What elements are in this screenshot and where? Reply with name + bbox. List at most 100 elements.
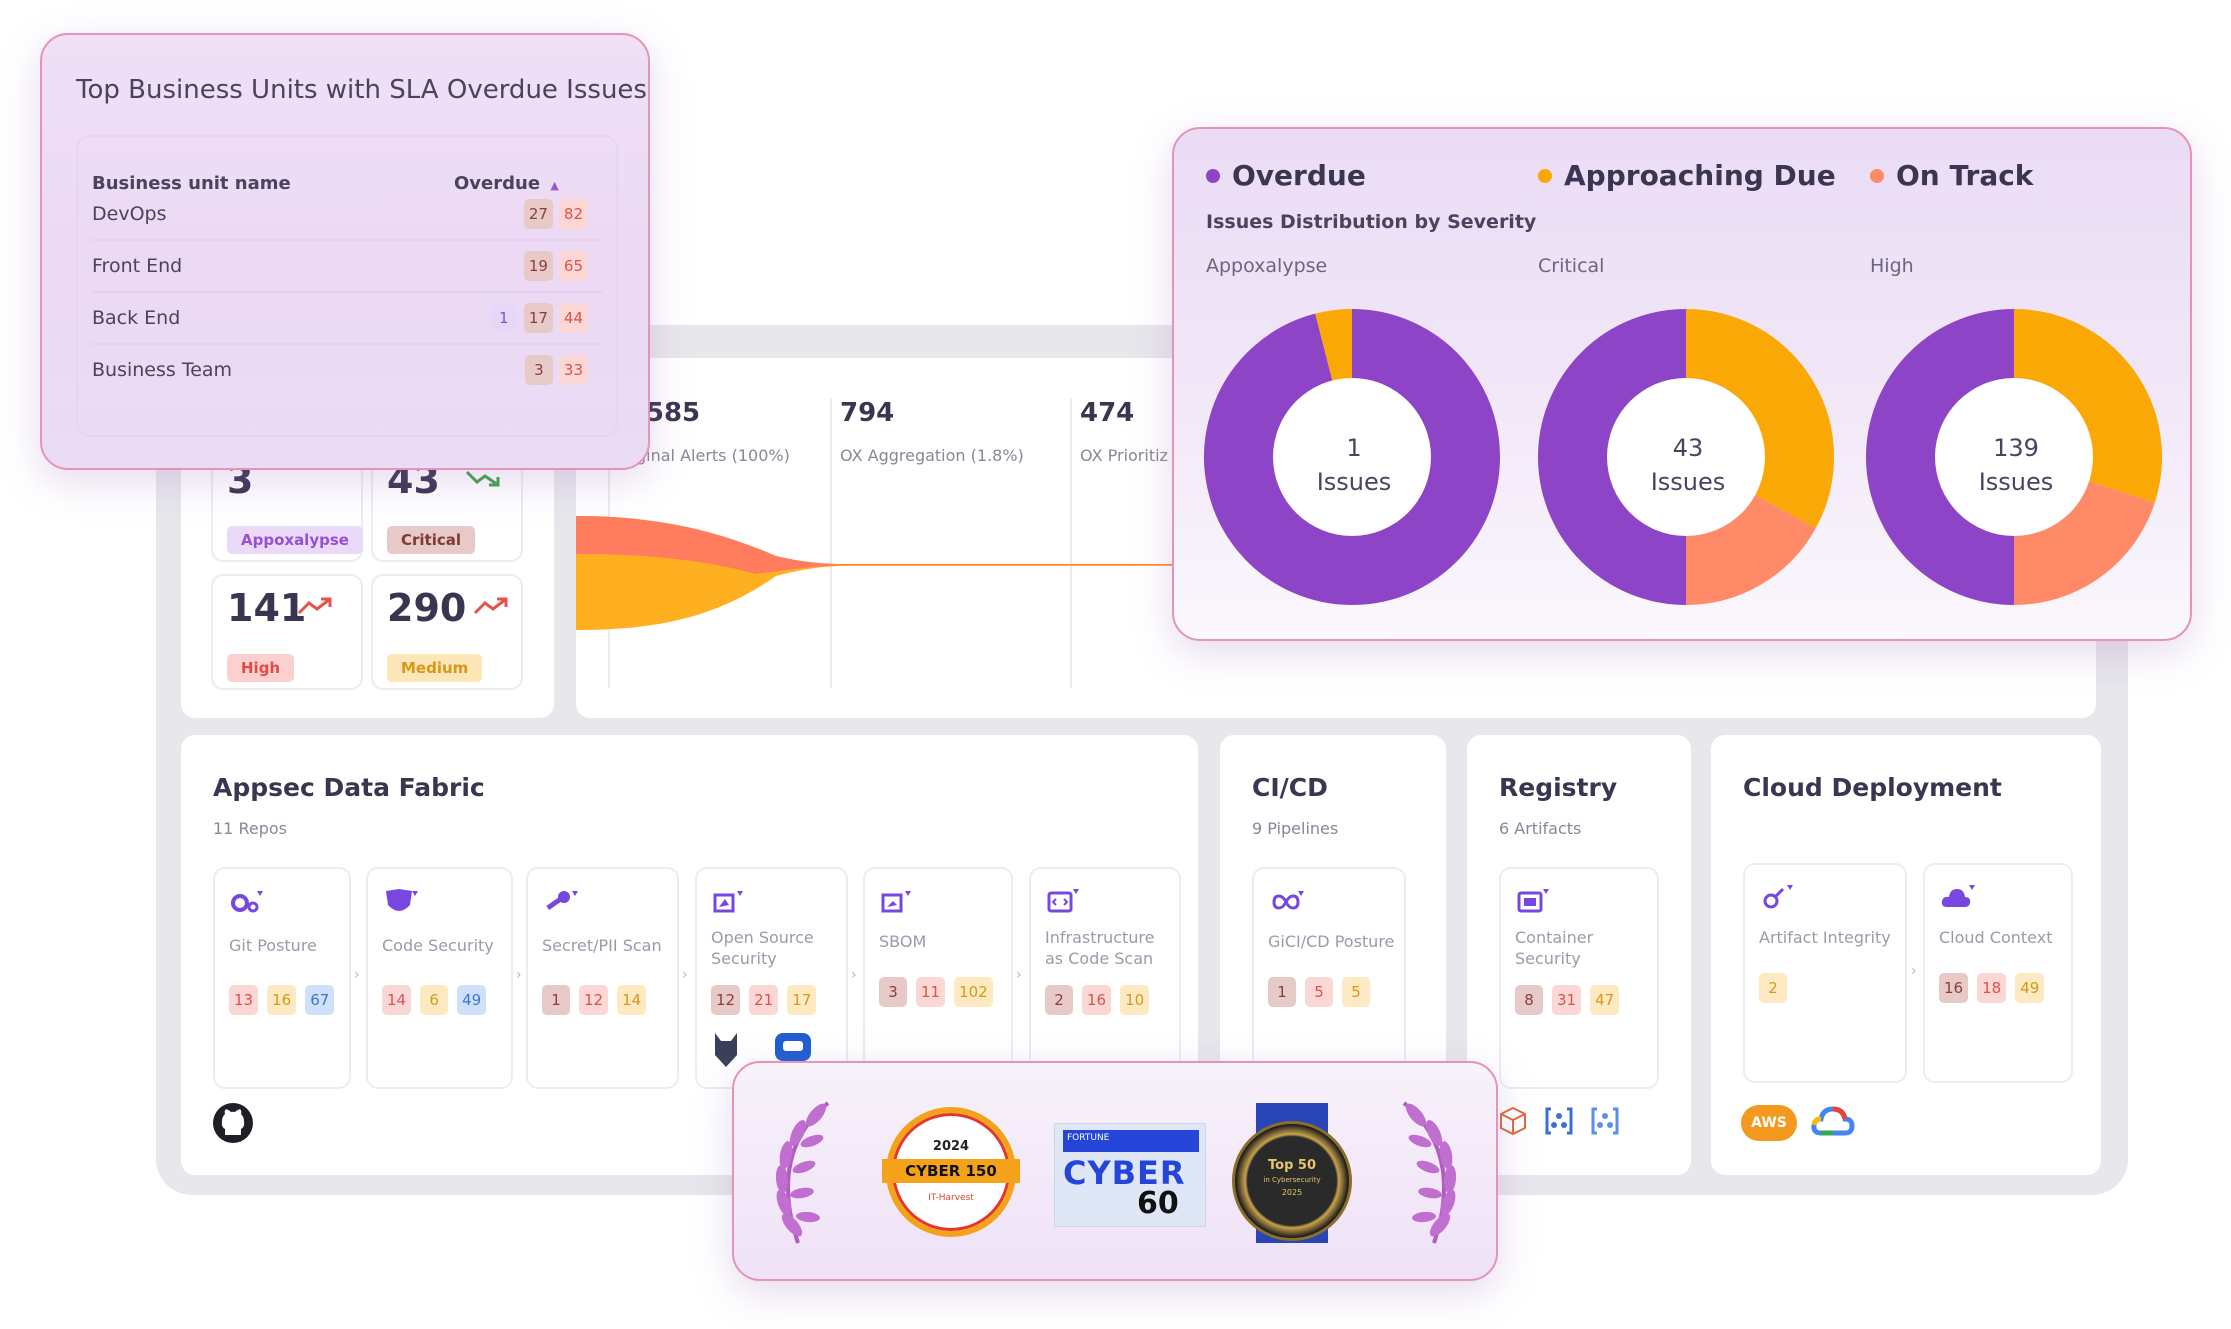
tool-card-cicd-posture[interactable]: GiCI/CD Posture 1 5 5 bbox=[1252, 867, 1406, 1089]
cyber60-title: CYBER bbox=[1063, 1154, 1186, 1192]
column-header-overdue[interactable]: Overdue ▲ bbox=[454, 173, 559, 194]
section-title: CI/CD bbox=[1252, 773, 1328, 802]
tool-badges: 13 16 67 bbox=[229, 985, 335, 1015]
box-icon bbox=[1497, 1105, 1529, 1141]
badge-high: 12 bbox=[579, 985, 609, 1015]
overdue-badge: 82 bbox=[558, 199, 588, 229]
sla-overdue-card: Top Business Units with SLA Overdue Issu… bbox=[40, 33, 650, 470]
tool-card-open-source-security[interactable]: Open Source Security 12 21 17 bbox=[695, 867, 848, 1089]
overdue-badge: 19 bbox=[523, 251, 553, 281]
donut-count: 1 bbox=[1346, 434, 1362, 462]
badge-medium: 5 bbox=[1342, 977, 1370, 1007]
business-unit-name: Business Team bbox=[92, 359, 233, 381]
chart-subtitle: Issues Distribution by Severity bbox=[1206, 211, 1537, 233]
donut-unit: Issues bbox=[1650, 468, 1726, 496]
business-unit-name: DevOps bbox=[92, 203, 167, 225]
tool-badges: 1 5 5 bbox=[1268, 977, 1370, 1007]
top50-badge: Top 50 in Cybersecurity 2025 bbox=[1230, 1103, 1354, 1243]
tool-name: SBOM bbox=[879, 932, 927, 951]
donut-segment[interactable] bbox=[2012, 479, 2155, 605]
donut-segment[interactable] bbox=[2012, 309, 2162, 503]
link-icon bbox=[1759, 883, 1797, 913]
donut-segment[interactable] bbox=[1866, 309, 2016, 605]
tool-card-git-posture[interactable]: Git Posture 13 16 67 bbox=[213, 867, 351, 1089]
sla-row[interactable]: DevOps 27 82 bbox=[92, 191, 602, 241]
legend-approaching-due: Approaching Due bbox=[1538, 159, 1836, 192]
chevron-right-icon: › bbox=[1016, 967, 1022, 983]
tool-card-cloud-context[interactable]: Cloud Context 16 18 49 bbox=[1923, 863, 2073, 1083]
tool-badges: 3 11 102 bbox=[879, 977, 993, 1007]
badge-high: 13 bbox=[229, 985, 259, 1015]
badge-critical: 8 bbox=[1515, 985, 1543, 1015]
issues-distribution-card: Overdue Approaching Due On Track Issues … bbox=[1172, 127, 2192, 641]
funnel-stat-label: OX Prioritiz bbox=[1080, 446, 1168, 465]
funnel-flow-graphic bbox=[576, 516, 1176, 630]
medal-year: 2025 bbox=[1281, 1188, 1303, 1197]
fortune-label: FORTUNE bbox=[1063, 1130, 1199, 1152]
sla-row[interactable]: Business Team 3 33 bbox=[92, 347, 602, 397]
badge-high: 31 bbox=[1552, 985, 1582, 1015]
badge-critical: 12 bbox=[711, 985, 741, 1015]
list-icon bbox=[879, 887, 917, 917]
badge-high: 11 bbox=[916, 977, 946, 1007]
severity-tile-high[interactable]: 141 High bbox=[211, 574, 363, 690]
donut-unit: Issues bbox=[1316, 468, 1392, 496]
tool-badges: 1 12 14 bbox=[542, 985, 647, 1015]
sla-row[interactable]: Back End 1 17 44 bbox=[92, 295, 602, 345]
tool-card-sbom[interactable]: SBOM 3 11 102 bbox=[863, 867, 1013, 1089]
sla-table: Business unit name Overdue ▲ DevOps 27 82 F… bbox=[76, 135, 618, 437]
chevron-right-icon: › bbox=[354, 967, 360, 983]
funnel-divider bbox=[1070, 398, 1072, 688]
section-subtitle: 6 Artifacts bbox=[1499, 819, 1582, 838]
donut-hole bbox=[1273, 378, 1431, 536]
overdue-badge: 17 bbox=[523, 303, 553, 333]
tool-card-secret-pii-scan[interactable]: Secret/PII Scan 1 12 14 bbox=[526, 867, 679, 1089]
wolf-logo-icon bbox=[711, 1029, 741, 1073]
donut-segment[interactable] bbox=[1684, 493, 1816, 605]
tool-card-iac-scan[interactable]: Infrastructure as Code Scan 2 16 10 bbox=[1029, 867, 1181, 1089]
sla-row[interactable]: Front End 19 65 bbox=[92, 243, 602, 293]
severity-label: Appoxalypse bbox=[227, 526, 363, 554]
overdue-badges: 27 82 bbox=[523, 199, 588, 229]
badge-org: IT-Harvest bbox=[928, 1193, 974, 1203]
tool-card-container-security[interactable]: Container Security 8 31 47 bbox=[1499, 867, 1659, 1089]
code-icon bbox=[1045, 887, 1083, 917]
severity-card: 3 Appoxalypse 43 Critical 141 High 290 M… bbox=[181, 440, 554, 718]
medal-shape: Top 50 in Cybersecurity 2025 bbox=[1232, 1121, 1352, 1241]
awards-card: 2024 CYBER 150 IT-Harvest FORTUNE CYBER … bbox=[732, 1061, 1498, 1281]
donut-segment[interactable] bbox=[1204, 309, 1500, 605]
badge-medium: 2 bbox=[1759, 973, 1787, 1003]
laurel-right-icon bbox=[1384, 1093, 1474, 1257]
tool-badges: 14 6 49 bbox=[382, 985, 487, 1015]
donut-count: 43 bbox=[1672, 434, 1704, 462]
donut-label: High bbox=[1870, 255, 1914, 277]
tool-card-code-security[interactable]: Code Security 14 6 49 bbox=[366, 867, 513, 1089]
donut-hole bbox=[1935, 378, 2093, 536]
overdue-badge: 27 bbox=[523, 199, 553, 229]
cyber60-number: 60 bbox=[1137, 1186, 1179, 1221]
chevron-right-icon: › bbox=[516, 967, 522, 983]
severity-tile-medium[interactable]: 290 Medium bbox=[371, 574, 523, 690]
overdue-badges: 3 33 bbox=[524, 355, 588, 385]
funnel-stat-aggregation: 794 OX Aggregation (1.8%) bbox=[840, 398, 1024, 465]
badge-critical: 1 bbox=[542, 985, 570, 1015]
overdue-badge: 33 bbox=[558, 355, 588, 385]
column-header-business-unit[interactable]: Business unit name bbox=[92, 173, 291, 194]
donut-segment[interactable] bbox=[1315, 309, 1354, 382]
cloud-icon bbox=[1939, 883, 1977, 913]
tool-card-artifact-integrity[interactable]: Artifact Integrity 2 bbox=[1743, 863, 1907, 1083]
tool-name: Code Security bbox=[382, 936, 494, 955]
badge-medium: 17 bbox=[787, 985, 817, 1015]
donut-hole bbox=[1607, 378, 1765, 536]
container-icon bbox=[1515, 887, 1553, 917]
tool-badges: 2 16 10 bbox=[1045, 985, 1150, 1015]
aws-icon: AWS bbox=[1741, 1105, 1797, 1141]
donut-segment[interactable] bbox=[1684, 309, 1834, 529]
badge-critical: 2 bbox=[1045, 985, 1073, 1015]
donut-segment[interactable] bbox=[1538, 309, 1688, 605]
tool-name: Git Posture bbox=[229, 936, 317, 955]
tool-name: Open Source Security bbox=[711, 928, 814, 968]
severity-label: Medium bbox=[387, 654, 483, 682]
badge-medium: 6 bbox=[420, 985, 449, 1015]
bot-logo-icon bbox=[773, 1029, 813, 1067]
